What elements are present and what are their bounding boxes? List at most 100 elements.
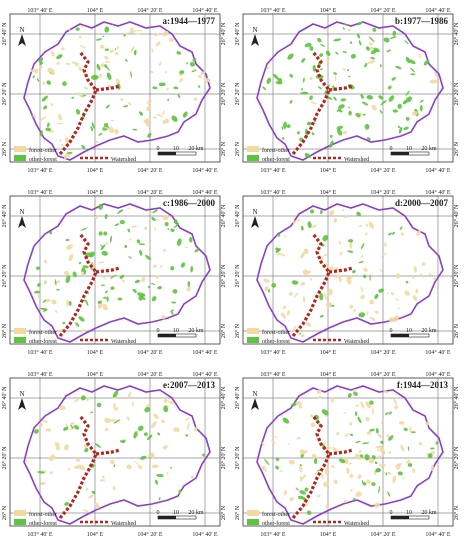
forest-patch — [419, 104, 423, 112]
scale-tick-20: 20 km — [188, 146, 204, 152]
forest-patch — [355, 112, 361, 118]
forest-patch — [50, 69, 55, 75]
legend-forest-other-swatch — [247, 328, 259, 334]
forest-patch — [168, 39, 175, 41]
forest-patch — [292, 325, 297, 332]
y-tick-label: 26° 40' N — [220, 204, 227, 227]
forest-patch — [385, 412, 389, 416]
forest-patch — [162, 248, 167, 252]
x-tick-label: 104° E — [320, 7, 337, 14]
forest-patch — [25, 460, 28, 463]
forest-patch — [352, 269, 356, 274]
forest-patch — [348, 239, 354, 243]
forest-patch — [139, 111, 143, 116]
forest-patch — [392, 30, 397, 37]
forest-change-patches — [30, 24, 211, 160]
forest-patch — [127, 391, 132, 399]
x-tick-label: 103° 40' E — [27, 349, 52, 356]
forest-patch — [50, 103, 54, 107]
forest-patch — [298, 405, 303, 409]
forest-patch — [190, 475, 194, 479]
forest-patch — [410, 73, 416, 76]
forest-patch — [383, 390, 389, 394]
forest-patch — [106, 296, 109, 302]
forest-patch — [114, 52, 119, 56]
forest-patch — [369, 274, 371, 281]
forest-patch — [405, 56, 411, 64]
forest-patch — [96, 402, 102, 408]
forest-patch — [279, 470, 283, 472]
forest-patch — [360, 401, 365, 409]
forest-patch — [68, 301, 72, 306]
forest-patch — [126, 416, 130, 421]
forest-patch — [303, 270, 311, 275]
forest-change-patches — [263, 208, 437, 338]
map-svg: N b:1977—1986 103° 40' E 103° 40' E 104° E… — [234, 7, 460, 174]
forest-patch — [123, 34, 127, 37]
basin-boundary — [256, 21, 444, 161]
legend-watershed-label: Watershed — [344, 339, 369, 345]
scale-tick-20: 20 km — [421, 146, 437, 152]
forest-patch — [402, 100, 408, 105]
forest-patch — [193, 97, 198, 101]
north-arrow: N — [251, 390, 259, 410]
forest-patch — [381, 421, 384, 425]
forest-patch — [75, 457, 80, 462]
forest-patch — [394, 405, 399, 410]
watershed-line — [291, 233, 331, 338]
forest-patch — [360, 243, 365, 250]
scale-tick-20: 20 km — [188, 328, 204, 334]
panel-title: f:1944—2013 — [397, 380, 448, 390]
x-tick-label: 104° 40' E — [192, 189, 217, 196]
map-svg: N a:1944—1977 103° 40' E 103° 40' E 104° E… — [1, 7, 227, 174]
forest-patch — [370, 57, 375, 60]
forest-patch — [393, 398, 397, 405]
x-axis-labels: 103° 40' E 103° 40' E 104° E 104° E 104° 20'… — [260, 189, 450, 356]
forest-patch — [286, 310, 291, 316]
forest-patch — [156, 473, 164, 478]
forest-patch — [83, 86, 89, 90]
forest-patch — [198, 85, 201, 88]
forest-patch — [172, 289, 178, 294]
forest-patch — [265, 468, 267, 473]
x-tick-label: 103° 40' E — [27, 371, 52, 378]
north-arrow: N — [18, 26, 26, 46]
forest-patch — [42, 81, 46, 85]
x-tick-label: 104° 20' E — [137, 349, 162, 356]
forest-patch — [299, 464, 303, 467]
forest-patch — [49, 231, 53, 235]
forest-patch — [38, 57, 44, 63]
legend-forest-other-swatch — [14, 510, 26, 516]
forest-patch — [355, 404, 359, 407]
forest-patch — [349, 304, 354, 309]
forest-patch — [310, 422, 316, 428]
forest-patch — [162, 120, 166, 125]
forest-patch — [91, 490, 96, 494]
forest-patch — [189, 237, 193, 243]
forest-patch — [338, 104, 345, 109]
forest-patch — [329, 210, 335, 216]
forest-patch — [182, 111, 188, 118]
forest-patch — [416, 230, 421, 237]
forest-patch — [67, 467, 71, 471]
forest-patch — [335, 274, 338, 279]
forest-patch — [157, 286, 162, 290]
forest-patch — [110, 235, 112, 243]
forest-patch — [184, 246, 189, 248]
forest-patch — [385, 472, 388, 476]
forest-patch — [170, 466, 172, 469]
watershed-branch — [95, 84, 121, 92]
forest-patch — [373, 47, 380, 53]
forest-patch — [81, 25, 84, 28]
forest-patch — [155, 41, 161, 47]
forest-patch — [333, 72, 337, 75]
forest-patch — [355, 440, 361, 444]
forest-patch — [152, 86, 158, 90]
forest-patch — [323, 253, 328, 257]
forest-patch — [319, 53, 324, 57]
forest-patch — [58, 405, 66, 411]
forest-patch — [410, 67, 415, 73]
forest-patch — [373, 471, 377, 475]
basin-boundary — [23, 385, 211, 525]
forest-patch — [304, 152, 312, 159]
